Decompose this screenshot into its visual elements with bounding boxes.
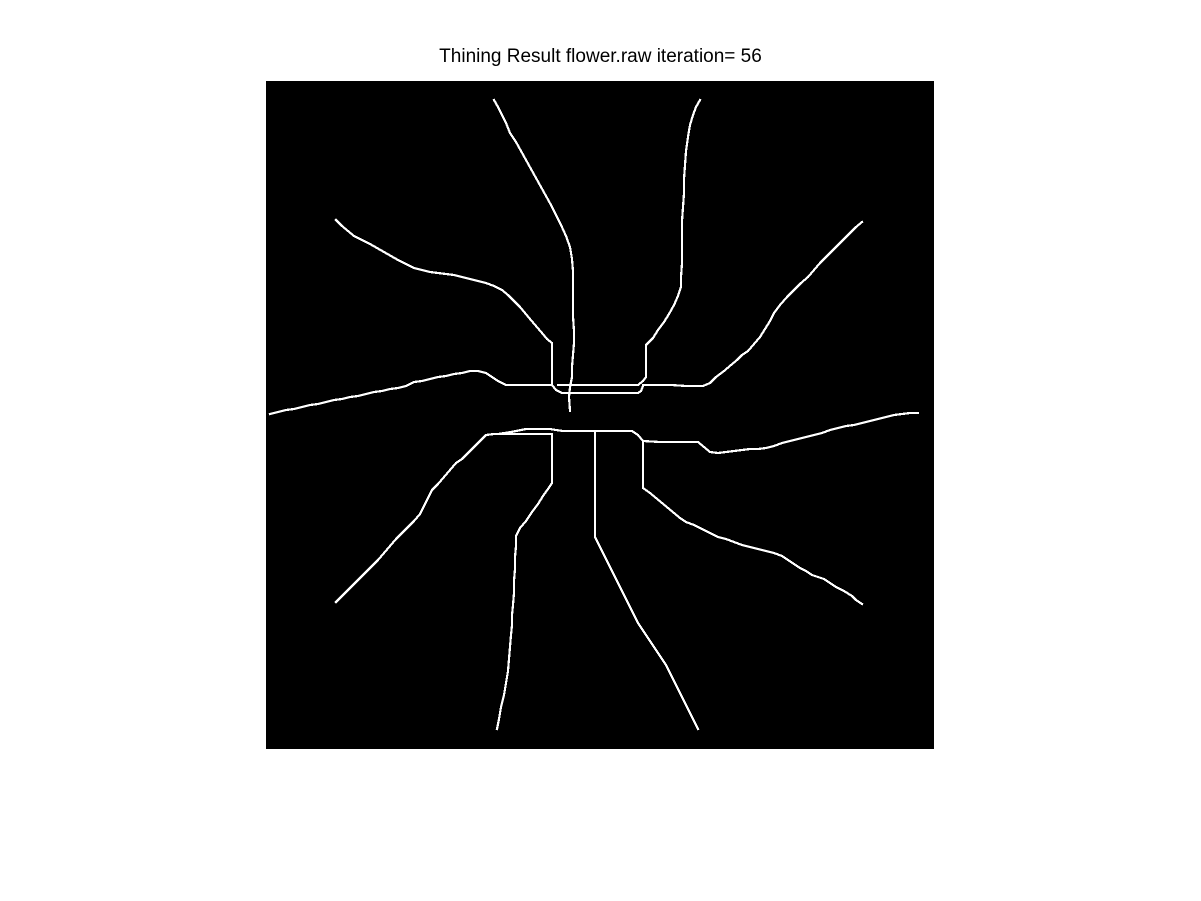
thinning-result-image — [266, 81, 934, 749]
skeleton-canvas — [266, 81, 934, 749]
skeleton-branch-right-lower — [496, 411, 920, 455]
plot-title: Thining Result flower.raw iteration= 56 — [439, 46, 762, 67]
image-background — [266, 81, 934, 749]
skeleton-branch-lower-left — [334, 432, 552, 604]
skeleton-branch-lower-center-right — [593, 429, 700, 731]
skeleton-branch-left-upper — [268, 369, 554, 416]
skeleton-branch-lower-center-left — [495, 432, 554, 731]
skeleton-branch-top-right — [556, 98, 702, 387]
skeleton-branch-top-left — [492, 98, 576, 413]
skeleton-branch-upper-right — [641, 220, 864, 388]
skeleton-branch-lower-right — [641, 439, 864, 606]
